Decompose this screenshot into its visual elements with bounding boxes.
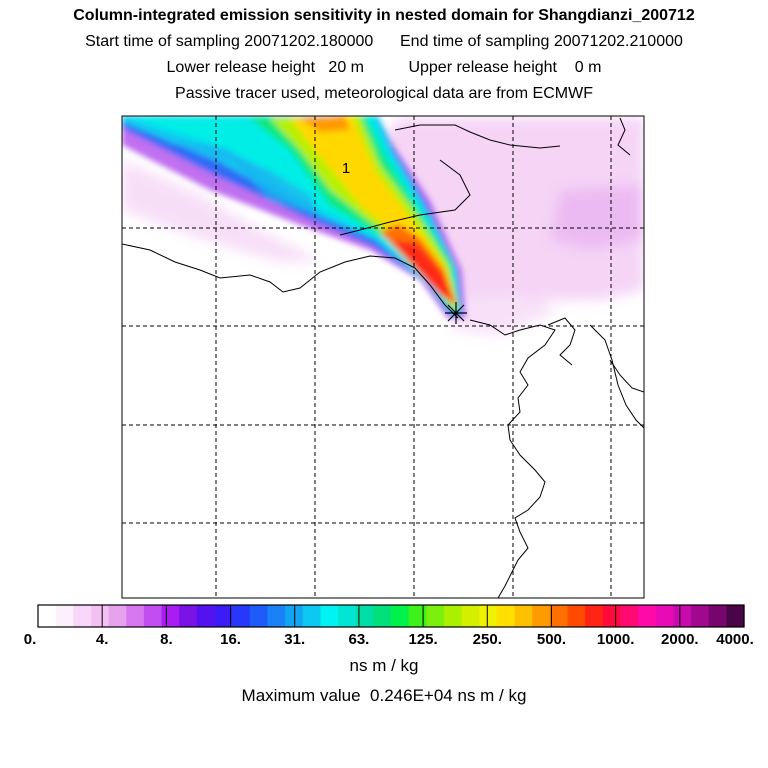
- colorbar-swatch: [585, 605, 604, 627]
- colorbar-tick-label: 8.: [160, 631, 173, 648]
- colorbar-swatch: [443, 605, 463, 627]
- colorbar-swatch: [355, 605, 374, 627]
- colorbar-swatch: [267, 605, 286, 627]
- colorbar-swatch: [302, 605, 321, 627]
- colorbar-tick-label: 250.: [472, 631, 502, 648]
- colorbar-swatch: [532, 605, 551, 627]
- colorbar-swatch: [691, 605, 710, 627]
- colorbar-swatch: [179, 605, 198, 627]
- maximum-value-line: Maximum value 0.246E+04 ns m / kg: [0, 686, 768, 706]
- end-label: End time of sampling: [400, 33, 550, 50]
- sampling-times: Start time of sampling 20071202.180000 E…: [0, 33, 768, 51]
- colorbar-swatch: [108, 605, 127, 627]
- start-label: Start time of sampling: [85, 33, 240, 50]
- colorbar-swatch: [567, 605, 586, 627]
- colorbar-frame: [37, 604, 745, 628]
- colorbar-swatch: [249, 605, 269, 627]
- colorbar-tick-label: 4000.: [716, 631, 754, 648]
- colorbar-swatch: [373, 605, 392, 627]
- colorbar-swatch: [496, 605, 516, 627]
- colorbar-tick-label: 0.: [23, 631, 37, 648]
- upper-value: 0 m: [574, 59, 602, 76]
- colorbar-tick-label: 2000.: [661, 631, 699, 648]
- colorbar-tick-label: 4.: [95, 631, 109, 648]
- colorbar-swatch: [391, 605, 410, 627]
- colorbar-swatch: [549, 605, 569, 627]
- colorbar-swatch: [708, 605, 727, 627]
- colorbar-swatch: [479, 605, 498, 627]
- colorbar-swatch: [38, 605, 57, 627]
- colorbar-tick-label: 16.: [220, 631, 241, 648]
- start-value: 20071202.180000: [244, 33, 374, 50]
- plot-title: Column-integrated emission sensitivity i…: [73, 7, 695, 24]
- release-heights: Lower release height 20 m Upper release …: [0, 59, 768, 77]
- colorbar-swatch: [461, 605, 480, 627]
- graticule: [122, 116, 644, 598]
- colorbar-swatch: [73, 605, 92, 627]
- colorbar-swatch: [408, 605, 427, 627]
- colorbar-unit: ns m / kg: [349, 656, 419, 675]
- colorbar-swatch: [726, 605, 745, 627]
- colorbar-swatch: [161, 605, 180, 627]
- colorbar-tick-label: 63.: [348, 631, 370, 648]
- colorbar-tick-label: 500.: [536, 631, 567, 648]
- upper-label: Upper release height: [408, 59, 557, 76]
- colorbar: [38, 605, 745, 627]
- colorbar-swatch: [90, 605, 110, 627]
- colorbar-swatch: [638, 605, 657, 627]
- coastlines-borders: [122, 117, 644, 598]
- colorbar-tick-label: 31.: [284, 631, 306, 648]
- plume: [122, 116, 466, 318]
- colorbar-swatch: [143, 605, 163, 627]
- colorbar-swatch: [232, 605, 251, 627]
- colorbar-swatch: [285, 605, 304, 627]
- colorbar-swatch: [602, 605, 622, 627]
- map-frame: [121, 115, 645, 599]
- colorbar-swatch: [196, 605, 216, 627]
- max-label: Maximum value: [241, 686, 361, 705]
- colorbar-swatch: [620, 605, 639, 627]
- max-value: 0.246E+04 ns m / kg: [370, 686, 527, 705]
- colorbar-swatch: [426, 605, 445, 627]
- colorbar-swatch: [55, 605, 74, 627]
- release-site-star: [445, 302, 467, 324]
- tracer-info: Passive tracer used, meteorological data…: [175, 85, 593, 102]
- lower-value: 20 m: [328, 59, 364, 76]
- colorbar-swatch: [320, 605, 339, 627]
- colorbar-swatch: [673, 605, 692, 627]
- colorbar-swatch: [126, 605, 145, 627]
- lower-label: Lower release height: [166, 59, 316, 76]
- colorbar-swatch: [655, 605, 674, 627]
- end-value: 20071202.210000: [553, 33, 683, 50]
- colorbar-swatch: [514, 605, 533, 627]
- plume-label: 1: [342, 160, 350, 177]
- colorbar-tick-label: 125.: [408, 631, 438, 648]
- colorbar-swatch: [338, 605, 357, 627]
- sensitivity-field: [122, 116, 644, 335]
- colorbar-tick-label: 1000.: [596, 631, 635, 648]
- colorbar-swatch: [214, 605, 233, 627]
